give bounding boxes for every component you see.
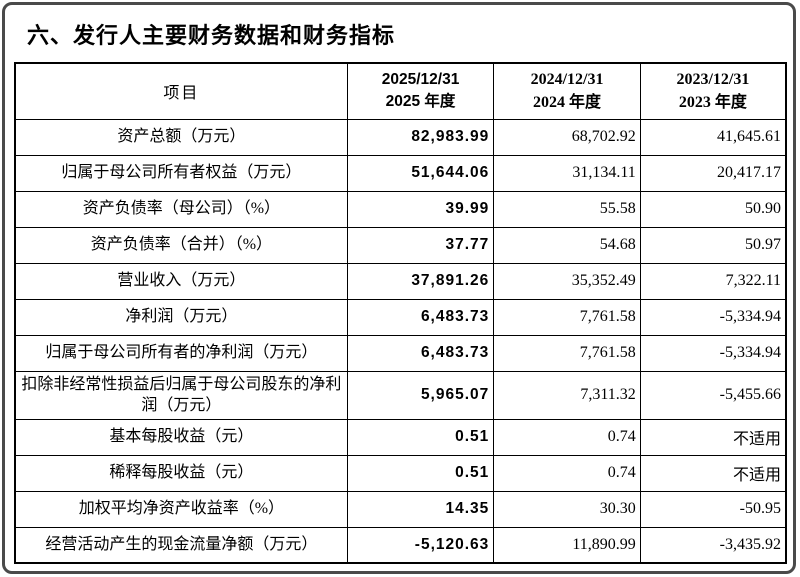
value-2024-cell: 54.68 <box>493 226 641 264</box>
header-2025-period: 2025 年度 <box>385 93 456 111</box>
value-2024-cell: 7,761.58 <box>493 298 641 336</box>
value-2024-cell: 7,311.32 <box>493 370 641 420</box>
value-2024-cell: 11,890.99 <box>493 526 641 564</box>
item-label-cell: 净利润（万元） <box>14 298 348 336</box>
value-2024-cell: 7,761.58 <box>493 334 641 372</box>
item-label-cell: 加权平均净资产收益率（%） <box>14 490 348 528</box>
financial-table-body: 资产总额（万元） 82,983.99 68,702.92 41,645.61 归属于母公… <box>14 118 787 564</box>
item-label-cell: 扣除非经常性损益后归属于母公司股东的净利润（万元） <box>14 370 348 420</box>
table-row: 稀释每股收益（元） 0.51 0.74 不适用 <box>14 454 787 492</box>
value-2025-cell: 37,891.26 <box>346 262 495 300</box>
value-2023-cell: 不适用 <box>639 454 787 492</box>
table-header-row: 项目 2025/12/31 2025 年度 2024/12/31 2024 年度… <box>14 62 787 120</box>
value-2023-cell: 41,645.61 <box>639 118 787 156</box>
value-2024-cell: 31,134.11 <box>493 154 641 192</box>
header-2024-period: 2024 年度 <box>533 94 602 112</box>
section-title: 六、发行人主要财务数据和财务指标 <box>27 23 396 48</box>
financial-table: 项目 2025/12/31 2025 年度 2024/12/31 2024 年度… <box>14 62 787 565</box>
financial-table-container: 项目 2025/12/31 2025 年度 2024/12/31 2024 年度… <box>14 62 787 565</box>
value-2025-cell: 0.51 <box>346 454 495 492</box>
value-2024-cell: 30.30 <box>493 490 641 528</box>
value-2024-cell: 35,352.49 <box>493 262 641 300</box>
value-2025-cell: 51,644.06 <box>346 154 495 192</box>
value-2023-cell: 7,322.11 <box>639 262 787 300</box>
value-2023-cell: -3,435.92 <box>639 526 787 564</box>
value-2023-cell: -5,455.66 <box>639 370 787 420</box>
header-2025-cell: 2025/12/31 2025 年度 <box>346 62 495 120</box>
value-2025-cell: 14.35 <box>346 490 495 528</box>
value-2025-cell: 37.77 <box>346 226 495 264</box>
value-2025-cell: 0.51 <box>346 418 495 456</box>
table-row: 基本每股收益（元） 0.51 0.74 不适用 <box>14 418 787 456</box>
item-label-cell: 营业收入（万元） <box>14 262 348 300</box>
value-2023-cell: 不适用 <box>639 418 787 456</box>
value-2025-cell: 39.99 <box>346 190 495 228</box>
table-row: 归属于母公司所有者权益（万元） 51,644.06 31,134.11 20,417.… <box>14 154 787 192</box>
header-2023-date: 2023/12/31 <box>676 71 750 89</box>
item-label-cell: 资产负债率（母公司）（%） <box>14 190 348 228</box>
value-2025-cell: 6,483.73 <box>346 298 495 336</box>
item-label-cell: 归属于母公司所有者权益（万元） <box>14 154 348 192</box>
table-row: 资产总额（万元） 82,983.99 68,702.92 41,645.61 <box>14 118 787 156</box>
value-2025-cell: 82,983.99 <box>346 118 495 156</box>
header-2023-period: 2023 年度 <box>678 94 747 112</box>
value-2024-cell: 68,702.92 <box>493 118 641 156</box>
header-2024-date: 2024/12/31 <box>530 71 604 89</box>
table-row: 资产负债率（母公司）（%） 39.99 55.58 50.90 <box>14 190 787 228</box>
header-2024-cell: 2024/12/31 2024 年度 <box>493 62 641 120</box>
table-row: 扣除非经常性损益后归属于母公司股东的净利润（万元） 5,965.07 7,311.3… <box>14 370 787 420</box>
value-2023-cell: 50.97 <box>639 226 787 264</box>
value-2023-cell: 20,417.17 <box>639 154 787 192</box>
value-2023-cell: -5,334.94 <box>639 298 787 336</box>
value-2024-cell: 0.74 <box>493 418 641 456</box>
table-row: 经营活动产生的现金流量净额（万元） -5,120.63 11,890.99 -3,43… <box>14 526 787 564</box>
item-label-cell: 资产总额（万元） <box>14 118 348 156</box>
item-label-cell: 资产负债率（合并）（%） <box>14 226 348 264</box>
value-2023-cell: 50.90 <box>639 190 787 228</box>
item-label-cell: 经营活动产生的现金流量净额（万元） <box>14 526 348 564</box>
table-row: 营业收入（万元） 37,891.26 35,352.49 7,322.11 <box>14 262 787 300</box>
value-2023-cell: -5,334.94 <box>639 334 787 372</box>
value-2025-cell: 6,483.73 <box>346 334 495 372</box>
item-label-cell: 归属于母公司所有者的净利润（万元） <box>14 334 348 372</box>
item-label-cell: 基本每股收益（元） <box>14 418 348 456</box>
table-row: 归属于母公司所有者的净利润（万元） 6,483.73 7,761.58 -5,334.… <box>14 334 787 372</box>
table-row: 资产负债率（合并）（%） 37.77 54.68 50.97 <box>14 226 787 264</box>
value-2025-cell: -5,120.63 <box>346 526 495 564</box>
header-2023-cell: 2023/12/31 2023 年度 <box>639 62 787 120</box>
value-2023-cell: -50.95 <box>639 490 787 528</box>
header-2025-date: 2025/12/31 <box>381 70 460 88</box>
table-row: 净利润（万元） 6,483.73 7,761.58 -5,334.94 <box>14 298 787 336</box>
value-2025-cell: 5,965.07 <box>346 370 495 420</box>
item-label-cell: 稀释每股收益（元） <box>14 454 348 492</box>
header-item-cell: 项目 <box>14 62 348 120</box>
value-2024-cell: 55.58 <box>493 190 641 228</box>
value-2024-cell: 0.74 <box>493 454 641 492</box>
table-row: 加权平均净资产收益率（%） 14.35 30.30 -50.95 <box>14 490 787 528</box>
